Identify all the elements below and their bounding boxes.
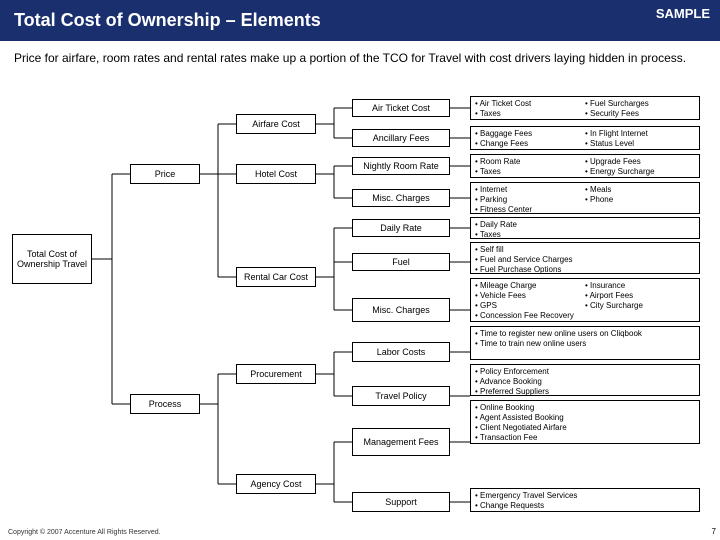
copyright: Copyright © 2007 Accenture All Rights Re…: [8, 529, 161, 536]
detail-item: Upgrade Fees: [585, 157, 695, 167]
page-number: 7: [712, 527, 716, 536]
page-title: Total Cost of Ownership – Elements: [14, 10, 706, 31]
ancil-node: Ancillary Fees: [352, 129, 450, 147]
detail-item: Daily Rate: [475, 220, 695, 230]
detail-item: Self fill: [475, 245, 695, 255]
detail-item: Fitness Center: [475, 205, 585, 215]
detail-item: Taxes: [475, 230, 695, 240]
process-node: Process: [130, 394, 200, 414]
diagram-canvas: Total Cost of Ownership Travel Price Pro…: [0, 94, 720, 514]
detail-item: Meals: [585, 185, 695, 195]
detail-item: Advance Booking: [475, 377, 695, 387]
detail-item: Internet: [475, 185, 585, 195]
detail-item: Mileage Charge: [475, 281, 585, 291]
airticket-node: Air Ticket Cost: [352, 99, 450, 117]
detail-item: Time to train new online users: [475, 339, 695, 349]
detail-item: Insurance: [585, 281, 695, 291]
subtitle: Price for airfare, room rates and rental…: [0, 41, 720, 69]
detail-item: Security Fees: [585, 109, 695, 119]
detail-item: Fuel Purchase Options: [475, 265, 695, 275]
detail-item: Status Level: [585, 139, 695, 149]
detail-item: Taxes: [475, 109, 585, 119]
sample-label: SAMPLE: [656, 6, 710, 21]
night-detail: Room RateUpgrade FeesTaxesEnergy Surchar…: [470, 154, 700, 178]
fuel-node: Fuel: [352, 253, 450, 271]
hotel-node: Hotel Cost: [236, 164, 316, 184]
miscR-node: Misc. Charges: [352, 298, 450, 322]
detail-item: Parking: [475, 195, 585, 205]
night-node: Nightly Room Rate: [352, 157, 450, 175]
price-node: Price: [130, 164, 200, 184]
detail-item: Energy Surcharge: [585, 167, 695, 177]
proc-node: Procurement: [236, 364, 316, 384]
detail-item: Concession Fee Recovery: [475, 311, 585, 321]
detail-item: Room Rate: [475, 157, 585, 167]
tpolicy-node: Travel Policy: [352, 386, 450, 406]
rental-node: Rental Car Cost: [236, 267, 316, 287]
miscH-node: Misc. Charges: [352, 189, 450, 207]
mgmt-detail: Online BookingAgent Assisted BookingClie…: [470, 400, 700, 444]
detail-item: Time to register new online users on Cli…: [475, 329, 695, 339]
daily-node: Daily Rate: [352, 219, 450, 237]
support-detail: Emergency Travel ServicesChange Requests: [470, 488, 700, 512]
detail-item: Change Requests: [475, 501, 695, 511]
detail-item: Air Ticket Cost: [475, 99, 585, 109]
detail-item: Policy Enforcement: [475, 367, 695, 377]
support-node: Support: [352, 492, 450, 512]
miscH-detail: InternetMealsParkingPhoneFitness Center: [470, 182, 700, 214]
root-node: Total Cost of Ownership Travel: [12, 234, 92, 284]
detail-item: Phone: [585, 195, 695, 205]
tpolicy-detail: Policy EnforcementAdvance BookingPreferr…: [470, 364, 700, 396]
airticket-detail: Air Ticket CostFuel SurchargesTaxesSecur…: [470, 96, 700, 120]
detail-item: Fuel Surcharges: [585, 99, 695, 109]
mgmt-node: Management Fees: [352, 428, 450, 456]
detail-item: Transaction Fee: [475, 433, 695, 443]
airfare-node: Airfare Cost: [236, 114, 316, 134]
detail-item: Emergency Travel Services: [475, 491, 695, 501]
detail-item: GPS: [475, 301, 585, 311]
agency-node: Agency Cost: [236, 474, 316, 494]
miscR-detail: Mileage ChargeInsuranceVehicle FeesAirpo…: [470, 278, 700, 322]
detail-item: In Flight Internet: [585, 129, 695, 139]
header: Total Cost of Ownership – Elements SAMPL…: [0, 0, 720, 41]
fuel-detail: Self fillFuel and Service ChargesFuel Pu…: [470, 242, 700, 274]
detail-item: Change Fees: [475, 139, 585, 149]
detail-item: Baggage Fees: [475, 129, 585, 139]
detail-item: Agent Assisted Booking: [475, 413, 695, 423]
detail-item: Client Negotiated Airfare: [475, 423, 695, 433]
daily-detail: Daily RateTaxes: [470, 217, 700, 239]
detail-item: Taxes: [475, 167, 585, 177]
detail-item: Fuel and Service Charges: [475, 255, 695, 265]
labor-detail: Time to register new online users on Cli…: [470, 326, 700, 360]
detail-item: Preferred Suppliers: [475, 387, 695, 397]
detail-item: Airport Fees: [585, 291, 695, 301]
detail-item: City Surcharge: [585, 301, 695, 311]
ancil-detail: Baggage FeesIn Flight InternetChange Fee…: [470, 126, 700, 150]
labor-node: Labor Costs: [352, 342, 450, 362]
detail-item: Vehicle Fees: [475, 291, 585, 301]
detail-item: Online Booking: [475, 403, 695, 413]
